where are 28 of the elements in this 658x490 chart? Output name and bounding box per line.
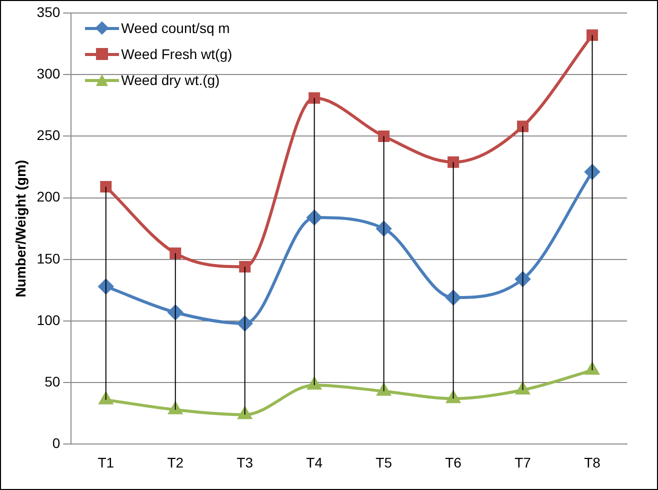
y-tick-label: 50	[44, 373, 60, 390]
legend-label: Weed count/sq m	[121, 20, 230, 36]
x-tick-label: T2	[167, 454, 184, 470]
point	[586, 29, 598, 41]
point	[308, 92, 320, 104]
y-tick-label: 200	[36, 188, 60, 205]
point	[170, 248, 182, 259]
y-tick-label: 350	[36, 4, 60, 20]
y-tick-label: 100	[36, 312, 60, 328]
legend-label: Weed dry wt.(g)	[121, 72, 220, 88]
y-tick-label: 0	[52, 435, 60, 452]
x-tick-label: T4	[306, 454, 323, 470]
x-tick-label: T8	[584, 454, 601, 470]
x-tick-label: T3	[236, 454, 254, 470]
legend-label: Weed Fresh wt(g)	[121, 46, 232, 62]
x-tick-label: T6	[445, 454, 462, 470]
point	[378, 130, 390, 142]
x-tick-label: T1	[98, 454, 114, 470]
point	[239, 261, 251, 273]
point	[448, 156, 460, 168]
point	[517, 120, 529, 132]
x-tick-label: T5	[376, 454, 392, 470]
point	[100, 180, 112, 192]
y-axis-title: Number/Weight (gm)	[12, 160, 28, 298]
y-tick-label: 250	[36, 127, 60, 144]
y-tick-label: 300	[36, 65, 60, 82]
y-tick-label: 150	[36, 250, 60, 266]
x-tick-label: T7	[514, 454, 532, 470]
